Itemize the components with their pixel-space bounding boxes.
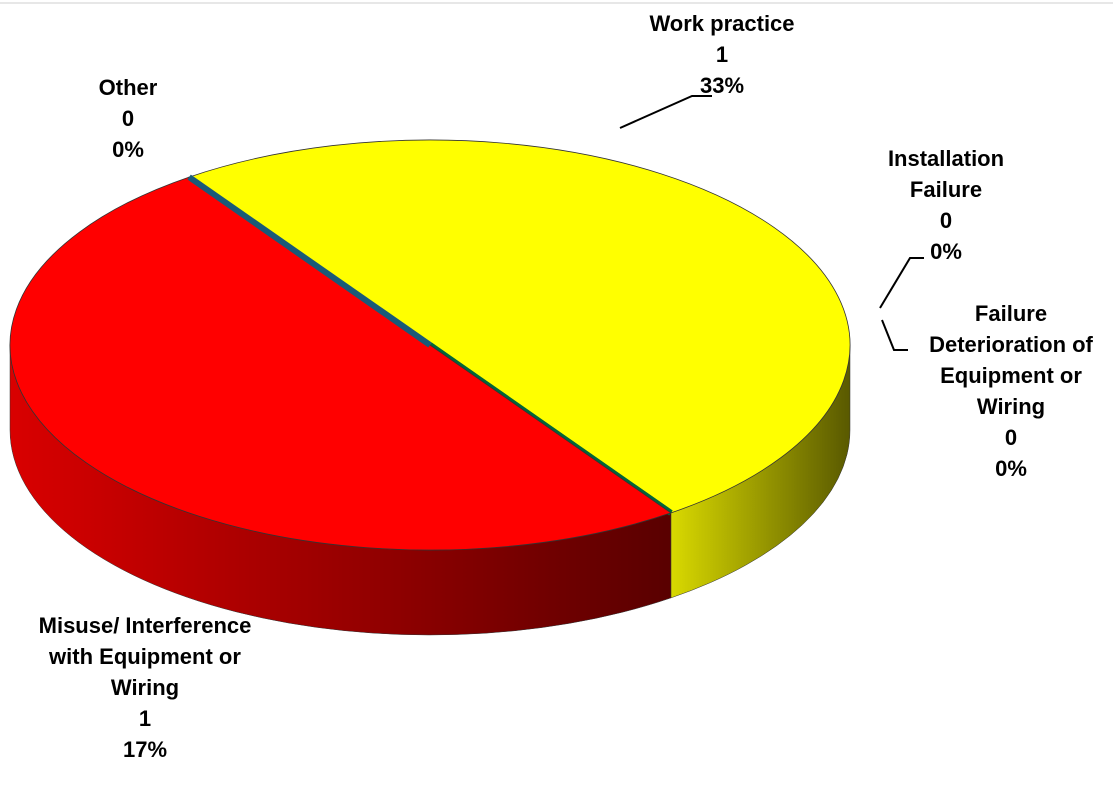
slice [187, 174, 432, 348]
category-name: Installation Failure [887, 146, 1005, 202]
percent-label: 33% [699, 73, 745, 98]
count-label: 1 [715, 42, 729, 67]
leader-line [881, 319, 908, 351]
count-label: 1 [138, 706, 152, 731]
slice [10, 176, 672, 551]
percent-label: 17% [122, 737, 168, 762]
category-name: Failure Deterioration of Equipment or Wi… [929, 301, 1093, 419]
slice-label: Misuse/ Interference with Equipment or W… [30, 610, 260, 765]
count-label: 0 [1004, 425, 1018, 450]
leader-line [879, 257, 924, 309]
slice [188, 139, 850, 514]
slice-label: Installation Failure 0 0% [856, 143, 1036, 267]
category-name: Misuse/ Interference with Equipment or W… [38, 613, 252, 700]
slice-label: Work practice 1 33% [612, 8, 832, 101]
slice-label: Failure Deterioration of Equipment or Wi… [906, 298, 1113, 484]
category-name: Other [98, 75, 158, 100]
count-label: 0 [121, 106, 135, 131]
pie-tops [10, 139, 850, 551]
percent-label: 0% [930, 239, 962, 264]
category-name: Work practice [649, 11, 795, 36]
slice-label: Other 0 0% [68, 72, 188, 165]
percent-label: 0% [112, 137, 144, 162]
percent-label: 0% [995, 456, 1027, 481]
leader-line [619, 95, 712, 129]
count-label: 0 [939, 208, 953, 233]
